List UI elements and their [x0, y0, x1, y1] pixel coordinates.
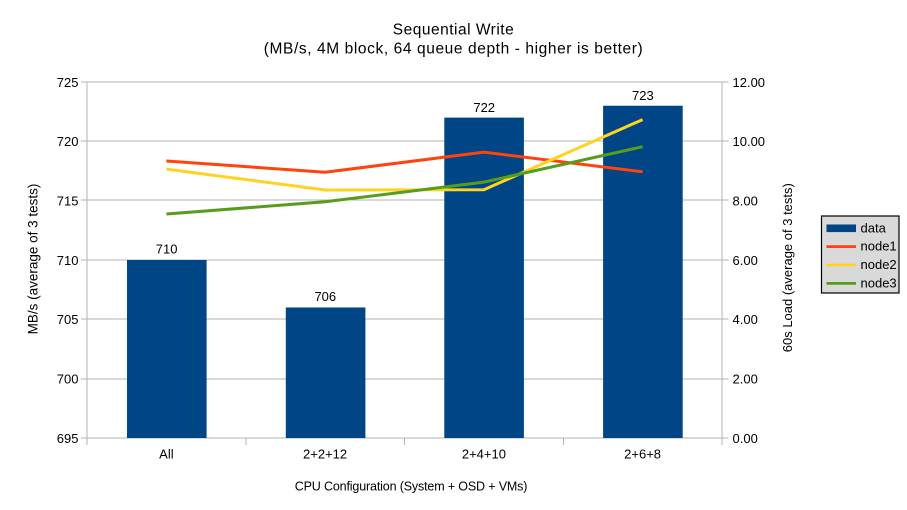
svg-text:12.00: 12.00 [733, 75, 766, 90]
svg-text:All: All [159, 446, 174, 461]
svg-text:2+6+8: 2+6+8 [624, 446, 661, 461]
svg-text:700: 700 [57, 372, 79, 387]
svg-text:CPU Configuration (System + OS: CPU Configuration (System + OSD + VMs) [295, 479, 528, 493]
svg-text:710: 710 [156, 241, 178, 256]
svg-text:2+4+10: 2+4+10 [462, 446, 506, 461]
svg-text:node3: node3 [861, 275, 897, 290]
svg-text:node2: node2 [861, 257, 897, 272]
svg-text:6.00: 6.00 [733, 253, 758, 268]
svg-text:705: 705 [57, 312, 79, 327]
svg-text:(MB/s, 4M block, 64 queue dept: (MB/s, 4M block, 64 queue depth - higher… [264, 41, 644, 58]
svg-text:725: 725 [57, 75, 79, 90]
svg-text:2+2+12: 2+2+12 [303, 446, 347, 461]
svg-text:10.00: 10.00 [733, 134, 766, 149]
svg-text:722: 722 [473, 100, 495, 115]
svg-text:2.00: 2.00 [733, 372, 758, 387]
svg-text:720: 720 [57, 134, 79, 149]
svg-text:node1: node1 [861, 239, 897, 254]
svg-text:Sequential Write: Sequential Write [393, 21, 514, 38]
svg-text:723: 723 [632, 88, 654, 103]
svg-text:data: data [861, 220, 887, 235]
svg-text:0.00: 0.00 [733, 431, 758, 446]
svg-text:4.00: 4.00 [733, 312, 758, 327]
svg-text:710: 710 [57, 253, 79, 268]
svg-text:60s Load (average of 3 tests): 60s Load (average of 3 tests) [780, 183, 795, 352]
svg-text:706: 706 [314, 289, 336, 304]
svg-text:MB/s (average of 3 tests): MB/s (average of 3 tests) [26, 184, 41, 335]
svg-text:695: 695 [57, 431, 79, 446]
svg-text:8.00: 8.00 [733, 194, 758, 209]
svg-text:715: 715 [57, 194, 79, 209]
